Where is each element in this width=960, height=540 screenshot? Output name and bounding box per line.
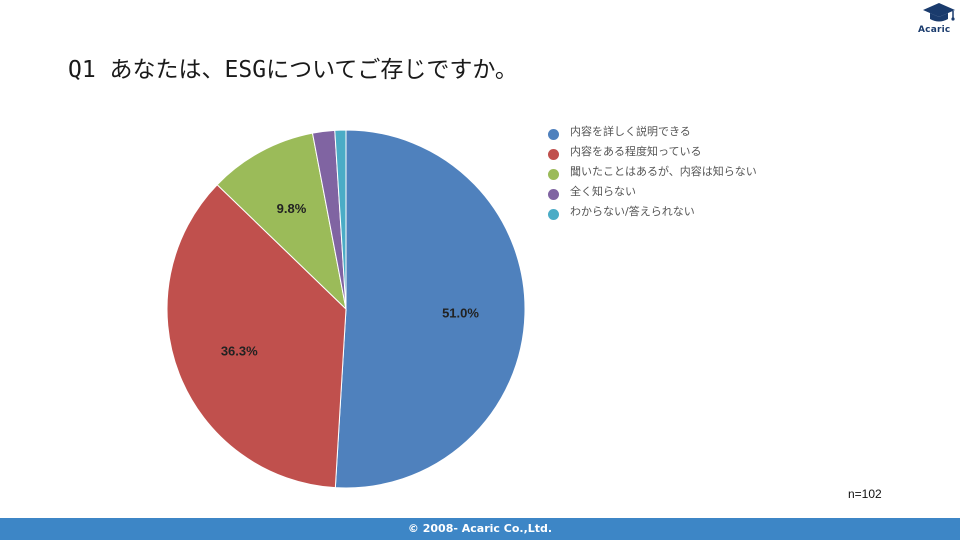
- brand-name: Acaric: [918, 25, 951, 35]
- legend-item-5: わからない/答えられない: [548, 205, 788, 220]
- legend-swatch: [548, 189, 559, 200]
- footer-bar: © 2008- Acaric Co.,Ltd.: [0, 518, 960, 540]
- slice-value-label-2: 36.3%: [221, 344, 258, 359]
- legend-item-1: 内容を詳しく説明できる: [548, 125, 788, 140]
- pie-slice-2: [166, 184, 347, 489]
- page-title: Q1 あなたは、ESGについてご存じですか。: [68, 57, 518, 83]
- sample-size-note: n=102: [848, 487, 882, 501]
- legend-item-4: 全く知らない: [548, 185, 788, 200]
- chart-legend: 内容を詳しく説明できる 内容をある程度知っている聞いたことはあるが、内容は知らない…: [548, 126, 788, 226]
- slice-value-label-3: 9.8%: [277, 201, 307, 216]
- acaric-logo: Acaric: [918, 2, 960, 38]
- legend-label: わからない/答えられない: [570, 205, 695, 218]
- pie-slice-1: [334, 129, 526, 489]
- graduation-cap-icon: [923, 3, 955, 22]
- copyright-text: © 2008- Acaric Co.,Ltd.: [407, 522, 553, 535]
- legend-swatch: [548, 129, 559, 140]
- legend-label: 内容をある程度知っている: [570, 145, 702, 158]
- pie-slice-3: [216, 132, 347, 311]
- slice-value-label-1: 51.0%: [442, 305, 479, 320]
- legend-item-3: 聞いたことはあるが、内容は知らない: [548, 165, 788, 180]
- legend-swatch: [548, 169, 559, 180]
- legend-swatch: [548, 149, 559, 160]
- legend-label: 内容を詳しく説明できる: [570, 125, 691, 138]
- legend-label: 聞いたことはあるが、内容は知らない: [570, 165, 757, 178]
- legend-swatch: [548, 209, 559, 220]
- legend-item-2: 内容をある程度知っている: [548, 145, 788, 160]
- legend-label: 全く知らない: [570, 185, 636, 198]
- pie-slice-5: [334, 129, 347, 310]
